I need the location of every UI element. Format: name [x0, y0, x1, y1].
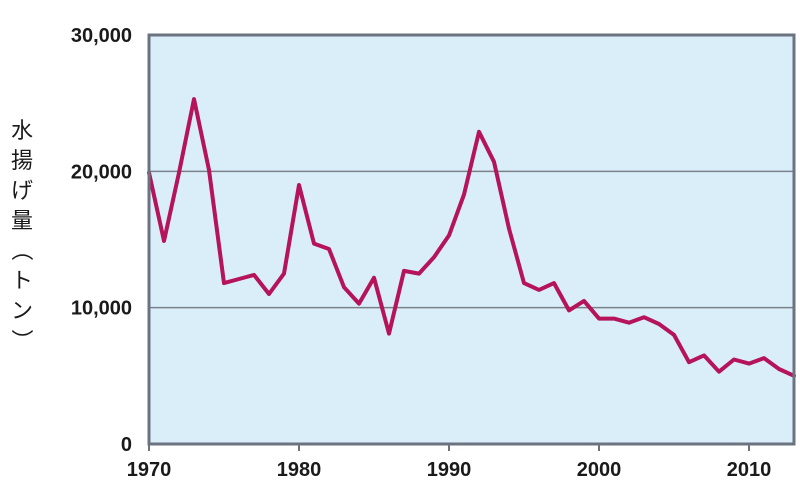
x-axis: 1970 1980 1990 2000 2010 — [127, 444, 772, 481]
x-tick-label-4: 2010 — [727, 459, 772, 481]
y-axis-label-char-4: （ — [8, 239, 33, 261]
y-axis-label-char-7: ） — [8, 329, 33, 351]
x-tick-label-2: 1990 — [427, 459, 472, 481]
y-tick-label-1: 10,000 — [71, 298, 132, 320]
y-tick-label-3: 30,000 — [71, 25, 132, 47]
y-tick-label-0: 0 — [121, 434, 132, 456]
y-axis-label-char-2: げ — [11, 179, 33, 204]
y-axis-label-char-5: ト — [11, 269, 33, 294]
y-axis-label-char-3: 量 — [11, 209, 33, 234]
plot-area — [149, 35, 794, 444]
y-axis-label-char-1: 揚 — [11, 149, 33, 174]
x-tick-label-0: 1970 — [127, 459, 172, 481]
x-tick-label-3: 2000 — [577, 459, 622, 481]
y-axis: 0 10,000 20,000 30,000 — [71, 25, 132, 456]
x-tick-label-1: 1980 — [277, 459, 322, 481]
series-line — [147, 97, 796, 378]
plot-frame — [147, 33, 796, 446]
y-axis-label-char-0: 水 — [11, 119, 33, 144]
y-tick-label-2: 20,000 — [71, 161, 132, 183]
y-axis-label-char-6: ン — [11, 299, 33, 324]
